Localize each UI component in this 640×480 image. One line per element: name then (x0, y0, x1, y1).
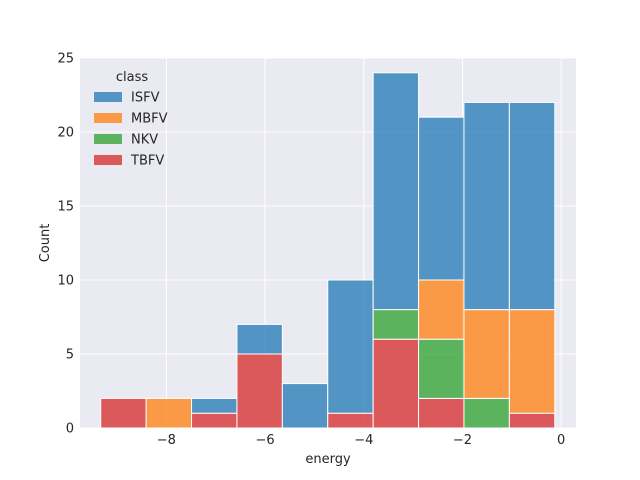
x-tick-label: −8 (157, 433, 176, 448)
y-tick-label: 25 (57, 52, 74, 67)
bars (100, 72, 556, 429)
y-tick-label: 20 (57, 126, 74, 141)
bar-isfv (327, 279, 374, 414)
y-tick-label: 5 (66, 348, 74, 363)
y-axis-label: Count (38, 224, 53, 263)
bar-isfv (281, 383, 329, 429)
bar-mbfv (418, 279, 465, 340)
x-axis-label: energy (305, 452, 351, 467)
bar-isfv (372, 72, 420, 311)
x-tick-label: 0 (557, 433, 565, 448)
bar-isfv (463, 101, 510, 311)
legend-swatch-nkv (94, 134, 122, 144)
bar-nkv (463, 397, 510, 429)
legend-label-isfv: ISFV (131, 91, 160, 106)
y-tick-labels: 0 5 10 15 20 25 (57, 52, 74, 437)
x-tick-label: −2 (453, 433, 472, 448)
bar-isfv (508, 101, 556, 311)
bar-tbfv (191, 412, 238, 429)
legend-swatch-isfv (94, 92, 122, 102)
y-tick-label: 15 (57, 200, 74, 215)
y-tick-label: 10 (57, 274, 74, 289)
bar-tbfv (100, 397, 147, 429)
bar-isfv (418, 116, 465, 281)
bar-tbfv (418, 397, 465, 429)
bar-nkv (372, 309, 420, 340)
bar-isfv (236, 323, 283, 355)
x-tick-label: −4 (354, 433, 373, 448)
bar-tbfv (236, 353, 283, 429)
bar-nkv (418, 338, 465, 399)
legend-title: class (116, 70, 148, 85)
x-tick-labels: −8 −6 −4 −2 0 (157, 433, 566, 448)
bar-mbfv (145, 397, 193, 429)
bar-isfv (191, 397, 238, 414)
y-tick-label: 0 (66, 422, 74, 437)
legend-label-tbfv: TBFV (130, 154, 164, 169)
legend-swatch-mbfv (94, 113, 122, 123)
legend-label-mbfv: MBFV (131, 112, 168, 127)
bar-tbfv (327, 412, 374, 429)
bar-tbfv (372, 338, 420, 429)
legend-label-nkv: NKV (131, 133, 158, 148)
x-tick-label: −6 (255, 433, 274, 448)
bar-mbfv (508, 309, 556, 414)
legend: class ISFV MBFV NKV TBFV (94, 70, 168, 169)
bar-mbfv (463, 309, 510, 399)
legend-swatch-tbfv (94, 155, 122, 165)
bar-tbfv (508, 412, 556, 429)
